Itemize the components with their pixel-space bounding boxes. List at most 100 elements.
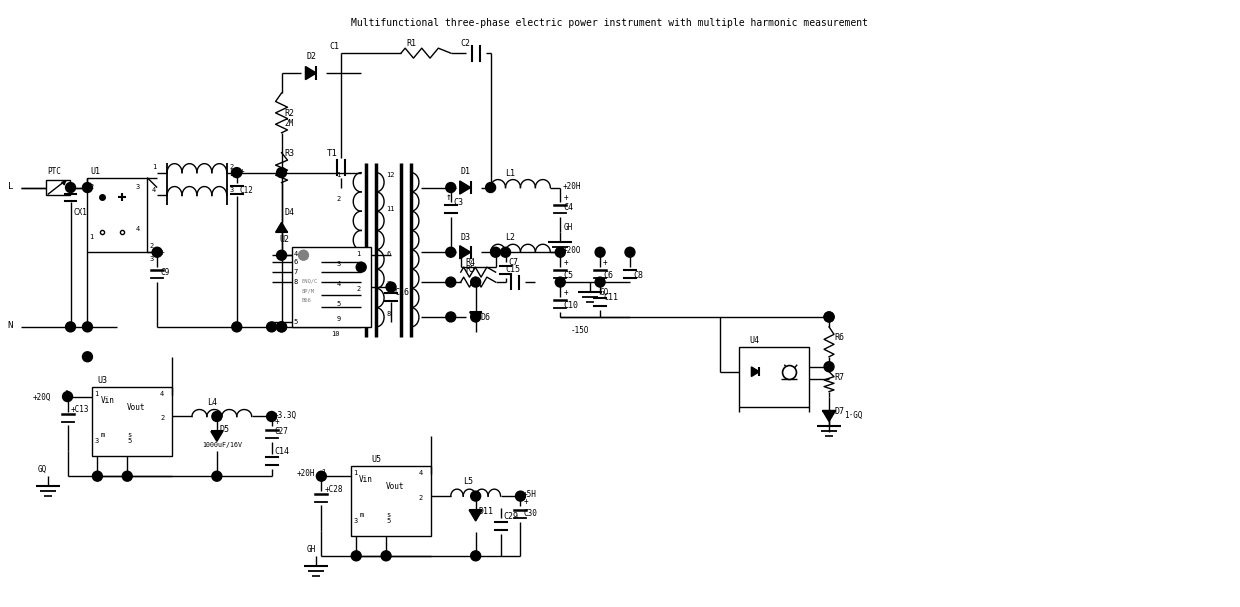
Text: 3: 3 xyxy=(336,261,341,267)
Text: +: + xyxy=(563,194,568,203)
Circle shape xyxy=(267,322,277,332)
Circle shape xyxy=(625,247,635,257)
Circle shape xyxy=(471,312,481,322)
Text: L4: L4 xyxy=(207,398,217,407)
Bar xyxy=(291,247,371,327)
Polygon shape xyxy=(211,432,223,441)
Text: +5H: +5H xyxy=(522,490,537,499)
Polygon shape xyxy=(751,367,759,376)
Circle shape xyxy=(486,183,496,192)
Circle shape xyxy=(153,247,162,257)
Text: 2: 2 xyxy=(149,243,154,249)
Text: U4: U4 xyxy=(749,336,759,345)
Text: D3: D3 xyxy=(461,233,471,242)
Text: L: L xyxy=(7,181,14,191)
Text: +: + xyxy=(239,166,244,175)
Text: 4: 4 xyxy=(160,390,165,396)
Text: L3: L3 xyxy=(229,169,239,178)
Circle shape xyxy=(446,312,456,322)
Text: R4: R4 xyxy=(466,258,476,267)
Text: D5: D5 xyxy=(219,426,229,435)
Text: L2: L2 xyxy=(506,233,516,242)
Circle shape xyxy=(212,471,222,481)
Circle shape xyxy=(277,322,286,332)
Text: C30: C30 xyxy=(523,509,537,518)
Text: Multifunctional three-phase electric power instrument with multiple harmonic mea: Multifunctional three-phase electric pow… xyxy=(351,18,868,29)
Text: Vout: Vout xyxy=(128,402,146,412)
Text: C5: C5 xyxy=(563,271,573,280)
Text: D4: D4 xyxy=(284,208,295,217)
Text: +: + xyxy=(603,258,608,267)
Circle shape xyxy=(232,168,242,178)
Circle shape xyxy=(267,412,277,421)
Circle shape xyxy=(123,471,133,481)
Text: D11: D11 xyxy=(479,507,494,516)
Bar xyxy=(88,178,148,253)
Text: 1: 1 xyxy=(89,234,94,240)
Text: C1: C1 xyxy=(330,42,340,51)
Text: 3: 3 xyxy=(149,256,154,262)
Circle shape xyxy=(595,277,605,287)
Text: ENQ/C: ENQ/C xyxy=(301,278,317,283)
Bar xyxy=(739,347,810,407)
Polygon shape xyxy=(822,410,836,421)
Text: R5: R5 xyxy=(466,265,476,274)
Text: C8: C8 xyxy=(632,271,644,280)
Text: 8: 8 xyxy=(386,311,391,317)
Circle shape xyxy=(232,322,242,332)
Text: L5: L5 xyxy=(463,477,472,486)
Text: 1: 1 xyxy=(94,390,99,396)
Circle shape xyxy=(556,247,565,257)
Circle shape xyxy=(212,412,222,421)
Text: 1: 1 xyxy=(356,251,361,257)
Text: 8P/M: 8P/M xyxy=(301,288,315,293)
Circle shape xyxy=(386,282,396,292)
Circle shape xyxy=(501,247,511,257)
Text: 8: 8 xyxy=(294,279,298,285)
Text: U3: U3 xyxy=(98,376,108,385)
Text: U2: U2 xyxy=(279,236,290,244)
Text: C27: C27 xyxy=(274,427,289,436)
Text: PTC: PTC xyxy=(47,166,62,175)
Text: +20H: +20H xyxy=(562,181,580,191)
Polygon shape xyxy=(275,222,288,232)
Circle shape xyxy=(446,183,456,192)
Text: m: m xyxy=(100,432,104,438)
Circle shape xyxy=(316,471,326,481)
Text: s: s xyxy=(128,432,131,438)
Text: GH: GH xyxy=(563,223,573,232)
Text: Vin: Vin xyxy=(100,396,114,404)
Text: 1: 1 xyxy=(153,164,156,169)
Text: 6: 6 xyxy=(386,251,391,257)
Text: 4: 4 xyxy=(294,251,298,257)
Text: 2: 2 xyxy=(419,495,423,501)
Text: D2: D2 xyxy=(306,52,316,61)
Circle shape xyxy=(356,262,366,272)
Text: +20H: +20H xyxy=(296,469,315,478)
Text: +C28: +C28 xyxy=(325,485,342,494)
Circle shape xyxy=(516,491,526,501)
Text: 1: 1 xyxy=(64,390,68,396)
Text: 10: 10 xyxy=(331,331,340,337)
Text: C7: C7 xyxy=(508,258,518,267)
Text: +: + xyxy=(563,288,568,297)
Polygon shape xyxy=(470,312,481,322)
Text: R3: R3 xyxy=(284,149,295,158)
Text: 5: 5 xyxy=(336,301,341,307)
Text: 1000uF/16V: 1000uF/16V xyxy=(202,443,242,449)
Text: R2: R2 xyxy=(284,109,295,118)
Text: C9: C9 xyxy=(160,268,170,277)
Text: 12: 12 xyxy=(386,172,394,178)
Text: +20O: +20O xyxy=(562,246,580,255)
Bar xyxy=(351,466,430,536)
Circle shape xyxy=(446,277,456,287)
Text: 11: 11 xyxy=(386,206,394,212)
Text: C2: C2 xyxy=(461,39,471,48)
Circle shape xyxy=(381,551,391,561)
Text: 2: 2 xyxy=(229,164,234,169)
Text: 5: 5 xyxy=(294,319,298,325)
Text: 4: 4 xyxy=(336,281,341,287)
Text: 4: 4 xyxy=(135,226,139,232)
Circle shape xyxy=(446,247,456,257)
Text: C29: C29 xyxy=(503,512,518,521)
